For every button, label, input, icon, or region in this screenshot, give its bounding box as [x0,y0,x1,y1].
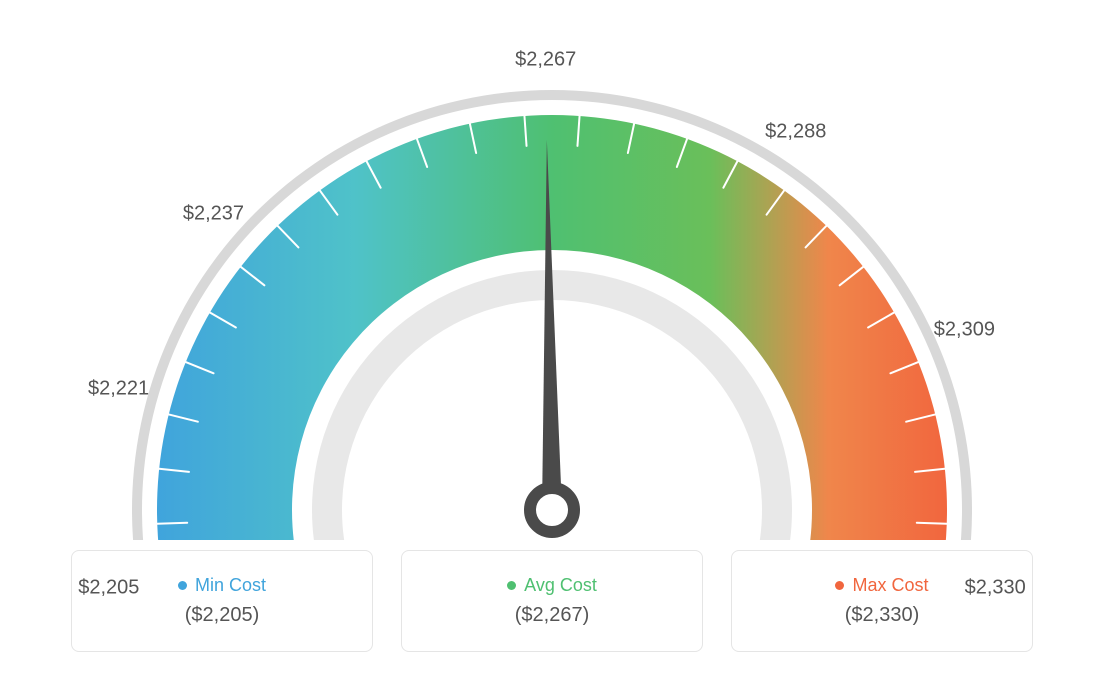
summary-cards: Min Cost ($2,205) Avg Cost ($2,267) Max … [0,550,1104,652]
gauge-tick-label: $2,267 [515,49,576,72]
min-cost-title-row: Min Cost [178,575,266,596]
gauge-tick-label: $2,309 [934,318,995,341]
cost-gauge: $2,205$2,221$2,237$2,267$2,288$2,309$2,3… [0,0,1104,540]
min-cost-card: Min Cost ($2,205) [71,550,373,652]
max-cost-dot [835,581,844,590]
max-cost-card: Max Cost ($2,330) [731,550,1033,652]
avg-cost-title-row: Avg Cost [507,575,597,596]
gauge-tick-label: $2,237 [183,202,244,225]
max-cost-title-row: Max Cost [835,575,928,596]
gauge-tick-label: $2,221 [88,377,149,400]
min-cost-dot [178,581,187,590]
max-cost-label: Max Cost [852,575,928,596]
avg-cost-label: Avg Cost [524,575,597,596]
min-cost-label: Min Cost [195,575,266,596]
avg-cost-card: Avg Cost ($2,267) [401,550,703,652]
gauge-tick-label: $2,330 [965,577,1026,600]
gauge-tick-label: $2,205 [78,577,139,600]
avg-cost-dot [507,581,516,590]
max-cost-value: ($2,330) [845,604,920,627]
gauge-svg [0,0,1104,540]
gauge-tick-label: $2,288 [765,120,826,143]
min-cost-value: ($2,205) [185,604,260,627]
avg-cost-value: ($2,267) [515,604,590,627]
